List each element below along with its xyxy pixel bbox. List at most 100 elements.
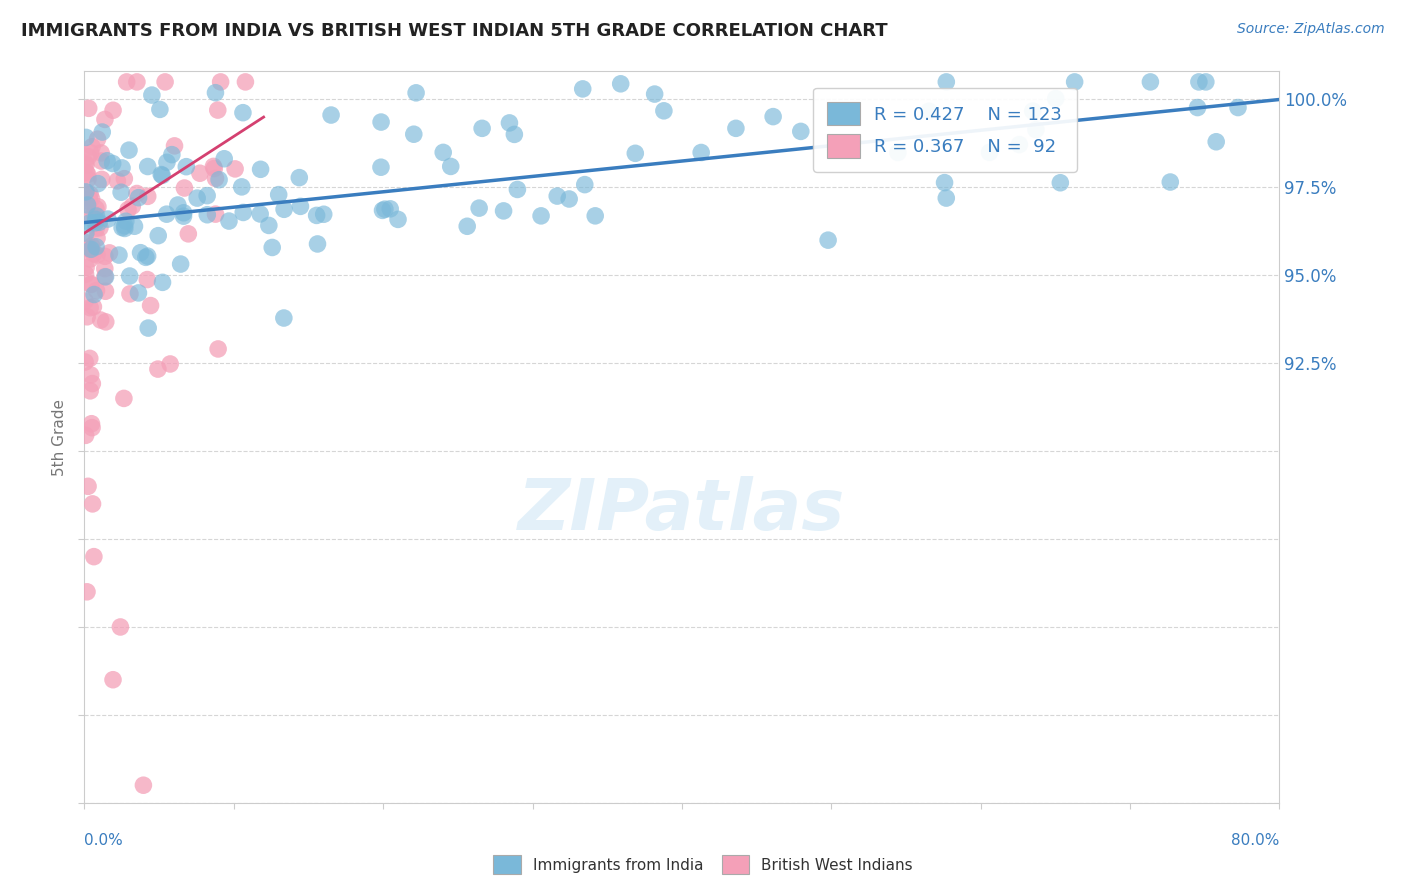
Point: [571, 82, 593, 96]
Point: [80, 368, 103, 382]
Point: [609, 77, 631, 91]
Text: Source: ZipAtlas.com: Source: ZipAtlas.com: [1237, 22, 1385, 37]
Point: [136, 249, 159, 263]
Point: [174, 160, 197, 174]
Point: [114, 214, 136, 228]
Point: [86, 248, 108, 262]
Point: [156, 155, 179, 169]
Point: [1187, 101, 1209, 115]
Point: [75, 355, 97, 369]
Point: [111, 220, 134, 235]
Point: [75, 185, 97, 199]
Point: [235, 75, 257, 89]
Point: [1025, 122, 1047, 136]
Point: [94, 261, 117, 276]
Point: [224, 161, 246, 176]
Point: [79, 301, 101, 315]
Point: [887, 145, 910, 160]
Point: [218, 214, 240, 228]
Point: [690, 145, 713, 160]
Point: [624, 146, 647, 161]
Point: [209, 75, 232, 89]
Point: [273, 202, 295, 217]
Point: [101, 673, 124, 687]
Point: [918, 104, 941, 119]
Point: [112, 171, 135, 186]
Point: [202, 161, 225, 176]
Point: [115, 75, 138, 89]
Point: [80, 192, 103, 206]
Point: [79, 252, 101, 266]
Point: [156, 207, 179, 221]
Point: [94, 112, 117, 127]
Point: [77, 150, 100, 164]
Point: [503, 128, 526, 142]
Point: [83, 287, 105, 301]
Point: [90, 145, 112, 160]
Point: [94, 315, 117, 329]
Point: [84, 216, 107, 230]
Point: [94, 249, 117, 263]
Point: [724, 121, 747, 136]
Point: [173, 209, 195, 223]
Point: [75, 130, 97, 145]
Point: [84, 221, 107, 235]
Point: [530, 209, 553, 223]
Point: [374, 202, 396, 216]
Point: [80, 277, 103, 292]
Point: [76, 168, 98, 182]
Point: [440, 160, 463, 174]
Point: [77, 101, 100, 115]
Point: [195, 188, 218, 202]
Point: [319, 108, 342, 122]
Point: [80, 420, 103, 434]
Point: [380, 202, 402, 216]
Point: [204, 171, 226, 186]
Point: [118, 286, 141, 301]
Point: [94, 269, 117, 284]
Point: [207, 103, 229, 117]
Point: [817, 233, 839, 247]
Point: [97, 212, 120, 227]
Point: [111, 161, 134, 175]
Point: [456, 219, 478, 234]
Point: [212, 152, 235, 166]
Point: [546, 189, 568, 203]
Point: [146, 362, 169, 376]
Point: [91, 125, 114, 139]
Point: [127, 285, 149, 300]
Point: [76, 235, 98, 250]
Point: [135, 250, 157, 264]
Point: [934, 176, 956, 190]
Point: [105, 174, 128, 188]
Point: [75, 185, 97, 199]
Point: [149, 103, 172, 117]
Point: [75, 226, 97, 240]
Point: [1022, 103, 1045, 118]
Point: [80, 417, 103, 431]
Point: [1159, 175, 1181, 189]
Point: [96, 153, 118, 168]
Point: [114, 221, 136, 235]
Text: ZIPatlas: ZIPatlas: [519, 475, 845, 545]
Point: [79, 351, 101, 366]
Point: [82, 376, 104, 391]
Point: [492, 203, 515, 218]
Point: [75, 428, 97, 442]
Text: 0.0%: 0.0%: [84, 833, 124, 848]
Point: [232, 105, 254, 120]
Point: [83, 549, 105, 564]
Point: [136, 272, 159, 286]
Point: [136, 321, 159, 335]
Point: [574, 178, 596, 192]
Point: [402, 127, 425, 141]
Point: [117, 202, 139, 217]
Point: [468, 201, 491, 215]
Point: [1139, 75, 1161, 89]
Point: [90, 313, 112, 327]
Point: [86, 209, 108, 223]
Point: [79, 277, 101, 292]
Point: [307, 236, 329, 251]
Point: [498, 116, 520, 130]
Point: [141, 88, 163, 103]
